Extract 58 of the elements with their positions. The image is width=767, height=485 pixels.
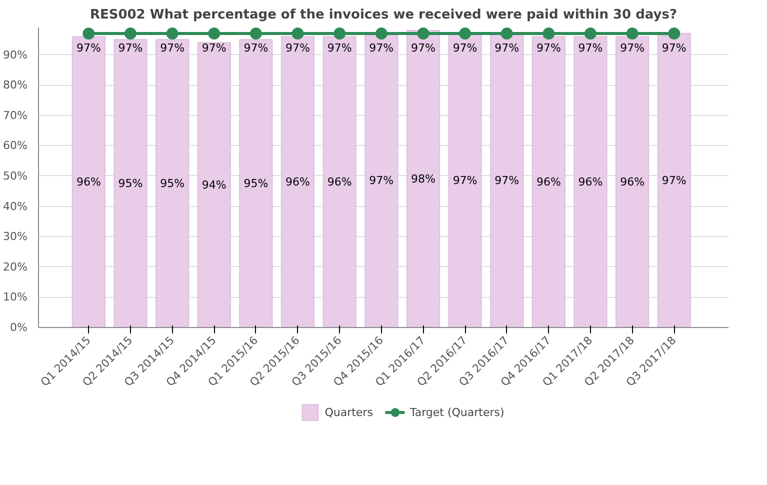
data-label: 96% xyxy=(327,176,352,189)
data-label: 97% xyxy=(327,42,352,55)
y-tick-label: 0% xyxy=(10,321,28,334)
data-label: 96% xyxy=(620,176,645,189)
data-label: 97% xyxy=(118,42,143,55)
data-label: 94% xyxy=(202,178,226,192)
bar xyxy=(156,39,190,328)
bar xyxy=(280,36,315,328)
data-label: 97% xyxy=(76,42,101,55)
bar xyxy=(322,36,356,328)
bar xyxy=(616,36,650,328)
bar xyxy=(490,33,524,328)
bar xyxy=(574,36,608,328)
bar xyxy=(657,33,691,328)
data-label: 97% xyxy=(202,42,226,55)
data-label: 97% xyxy=(494,174,520,188)
data-label: 96% xyxy=(536,176,561,189)
data-label: 97% xyxy=(536,42,561,55)
data-label: 97% xyxy=(452,42,478,55)
y-tick-label: 70% xyxy=(3,108,28,122)
y-tick-label: 90% xyxy=(3,48,28,62)
data-label: 97% xyxy=(452,174,478,188)
data-label: 96% xyxy=(286,176,310,189)
bar xyxy=(448,33,482,328)
bar xyxy=(197,42,231,328)
data-label: 95% xyxy=(160,177,185,190)
data-label: 97% xyxy=(369,174,394,188)
bar xyxy=(406,30,440,328)
bar xyxy=(72,36,106,328)
y-tick-label: 20% xyxy=(3,260,28,274)
data-label: 96% xyxy=(76,176,101,189)
data-label: 97% xyxy=(160,42,185,55)
data-label: 95% xyxy=(118,177,143,190)
bar xyxy=(532,36,566,328)
data-label: 97% xyxy=(662,42,686,55)
y-tick-label: 50% xyxy=(3,169,28,182)
y-tick-label: 40% xyxy=(3,200,28,213)
data-label: 96% xyxy=(578,176,603,189)
data-label: 97% xyxy=(662,174,686,188)
y-tick-label: 60% xyxy=(3,139,28,152)
bar xyxy=(239,39,273,328)
data-label: 97% xyxy=(494,42,520,55)
y-tick-label: 80% xyxy=(3,78,28,92)
data-label: 97% xyxy=(620,42,645,55)
bar xyxy=(114,39,148,328)
bar xyxy=(364,33,398,328)
data-label: 97% xyxy=(244,42,268,55)
y-tick-label: 10% xyxy=(3,290,28,304)
data-label: 97% xyxy=(286,42,310,55)
data-label: 97% xyxy=(369,42,394,55)
chart-title: RES002 What percentage of the invoices we received were paid within 30 days? xyxy=(90,8,678,22)
data-label: 98% xyxy=(411,172,436,186)
y-tick-label: 30% xyxy=(3,230,28,244)
data-label: 97% xyxy=(578,42,603,55)
data-label: 95% xyxy=(244,177,268,190)
data-label: 97% xyxy=(411,42,436,55)
legend-label: Quarters xyxy=(324,406,373,418)
legend-label: Target (Quarters) xyxy=(410,406,504,418)
